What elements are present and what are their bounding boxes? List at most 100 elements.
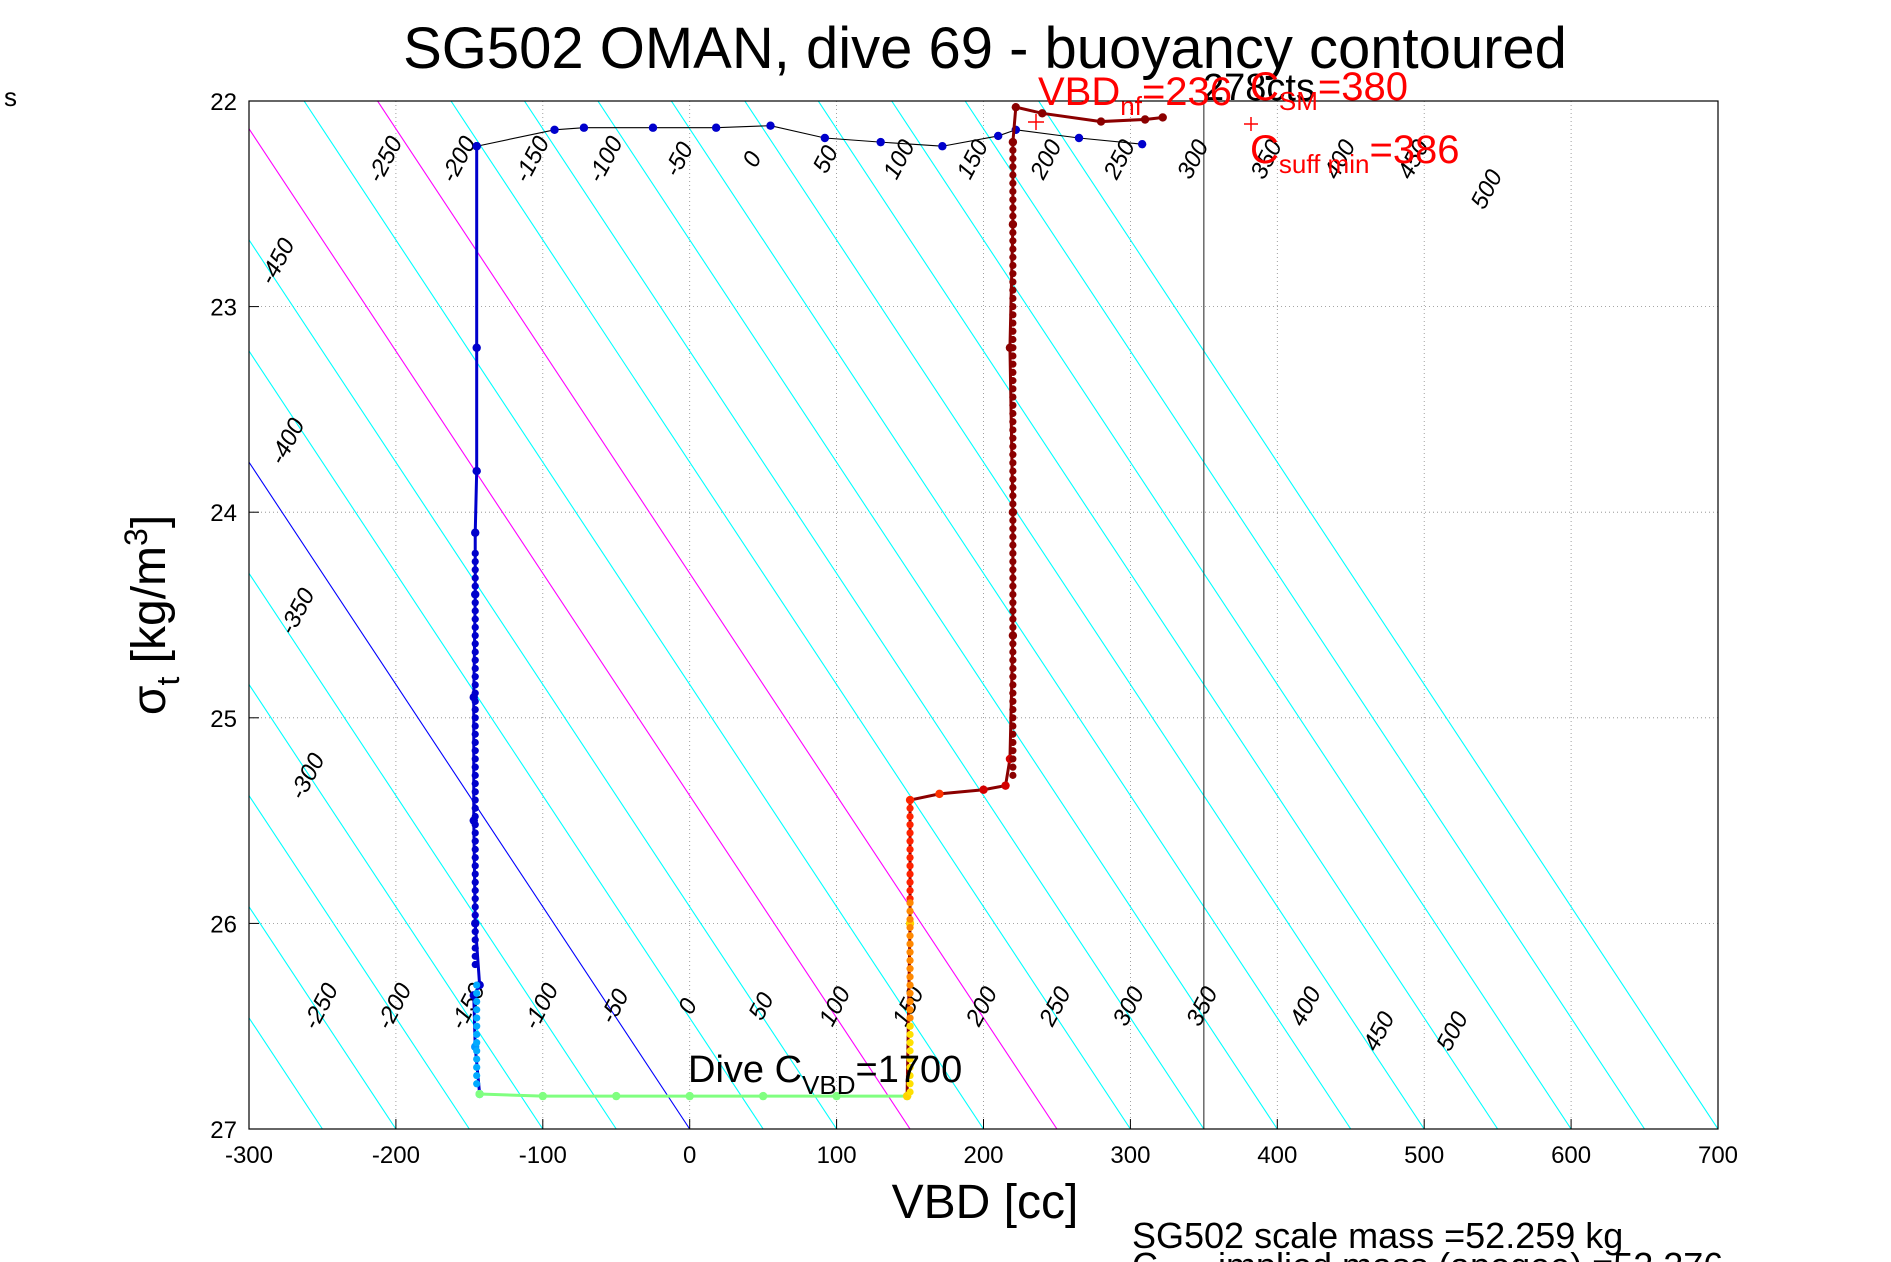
trace-point bbox=[1009, 483, 1017, 492]
trace-point bbox=[1009, 451, 1017, 459]
x-tick-label: -300 bbox=[225, 1142, 273, 1169]
vbd-value: =236 bbox=[1142, 70, 1232, 114]
trace-point bbox=[1009, 607, 1017, 615]
trace-point bbox=[935, 789, 944, 799]
csuff-sub: suff min bbox=[1279, 149, 1370, 179]
corner-label: s bbox=[4, 82, 17, 112]
x-tick-label: 100 bbox=[817, 1142, 857, 1169]
trace-point bbox=[1009, 689, 1017, 697]
trace-point bbox=[1009, 418, 1017, 426]
trace-point bbox=[471, 714, 479, 722]
svg-text:Csuff min=386: Csuff min=386 bbox=[1250, 128, 1460, 179]
contour-label: -200 bbox=[435, 131, 482, 187]
trace-point bbox=[1009, 212, 1017, 220]
trace-point bbox=[1137, 139, 1147, 149]
trace-point bbox=[1009, 171, 1017, 179]
trace-point bbox=[1009, 648, 1017, 656]
trace-point bbox=[906, 829, 914, 837]
trace-point bbox=[473, 1022, 481, 1030]
trace-point bbox=[766, 121, 775, 130]
trace-point bbox=[906, 1071, 914, 1080]
contour-label: 300 bbox=[1172, 135, 1215, 184]
trace-point bbox=[906, 1047, 914, 1055]
contour-label: 500 bbox=[1431, 1007, 1474, 1056]
trace-point bbox=[906, 796, 914, 804]
trace-point bbox=[471, 673, 479, 681]
trace-point bbox=[906, 1088, 914, 1096]
trace-point bbox=[906, 1014, 914, 1022]
trace-point bbox=[471, 590, 479, 599]
trace-point bbox=[1074, 133, 1084, 143]
trace-point bbox=[471, 771, 479, 779]
trace-point bbox=[475, 1089, 484, 1099]
trace-point bbox=[472, 466, 481, 476]
trace-point bbox=[471, 574, 479, 582]
trace-point bbox=[1009, 681, 1017, 689]
trace-point bbox=[471, 845, 479, 853]
dive-traces bbox=[469, 102, 1167, 1101]
trace-point bbox=[473, 1055, 481, 1063]
trace-point bbox=[979, 785, 988, 794]
csm-annotation: CSM=380 bbox=[1250, 65, 1408, 116]
x-tick-label: 0 bbox=[683, 1142, 696, 1169]
contour-line bbox=[744, 101, 1425, 1129]
trace-point bbox=[1009, 253, 1017, 261]
trace-point bbox=[1009, 261, 1017, 270]
trace-point bbox=[471, 779, 479, 788]
trace-point bbox=[906, 989, 914, 997]
trace-point bbox=[1009, 673, 1017, 681]
trace-point bbox=[1009, 401, 1017, 409]
contour-line bbox=[523, 101, 1205, 1129]
y-tick-label: 23 bbox=[210, 295, 237, 322]
trace-point bbox=[550, 125, 559, 134]
trace-point bbox=[471, 895, 479, 903]
vbd-main: VBD bbox=[1038, 70, 1120, 114]
y-label-sigma: σ bbox=[123, 686, 176, 716]
trace-point bbox=[1009, 664, 1017, 673]
trace-point bbox=[906, 899, 914, 907]
trace-point bbox=[1009, 286, 1017, 294]
trace-point bbox=[1009, 327, 1017, 335]
trace-point bbox=[471, 936, 479, 944]
trace-point bbox=[1009, 615, 1017, 623]
trace-point bbox=[471, 812, 479, 821]
x-tick-label: -200 bbox=[372, 1142, 420, 1169]
contour-label: 400 bbox=[1284, 982, 1327, 1031]
contour-label: -150 bbox=[445, 978, 492, 1034]
trace-point bbox=[471, 944, 479, 952]
trace-point bbox=[1009, 500, 1017, 508]
y-axis-label: σt [kg/m3] bbox=[118, 515, 186, 715]
trace-point bbox=[1009, 196, 1017, 204]
y-tick-label: 22 bbox=[210, 89, 237, 116]
dive-sub: VBD bbox=[802, 1070, 855, 1100]
trace-point bbox=[1009, 656, 1017, 664]
trace-point bbox=[1009, 697, 1017, 705]
trace-point bbox=[1009, 163, 1017, 171]
trace-line-climb bbox=[905, 105, 1163, 1097]
trace-point bbox=[471, 631, 479, 640]
trace-point bbox=[906, 878, 914, 886]
trace-point bbox=[1009, 640, 1017, 648]
trace-point bbox=[906, 1055, 914, 1063]
contour-label: 100 bbox=[814, 982, 857, 1031]
trace-point bbox=[471, 886, 479, 895]
trace-point bbox=[538, 1091, 547, 1101]
trace-point bbox=[938, 142, 947, 151]
trace-point bbox=[1009, 319, 1017, 327]
trace-point bbox=[472, 142, 481, 151]
contour-labels: -250 -200 -150 -100 -50 0 50 100 150 200 250 300 350… bbox=[254, 131, 1508, 1055]
y-tick-label: 26 bbox=[210, 911, 237, 938]
trace-point bbox=[906, 923, 914, 932]
grid-lines bbox=[248, 100, 1719, 1130]
trace-point bbox=[471, 796, 479, 804]
trace-point bbox=[906, 981, 914, 989]
trace-point bbox=[471, 730, 479, 738]
trace-point bbox=[1009, 344, 1017, 352]
trace-point bbox=[471, 549, 479, 557]
trace-point bbox=[906, 997, 914, 1006]
trace-point bbox=[906, 973, 914, 981]
contour-line bbox=[249, 127, 911, 1129]
contour-label: 200 bbox=[960, 982, 1003, 1031]
x-tick-label: 700 bbox=[1698, 1142, 1738, 1169]
trace-point bbox=[1009, 377, 1017, 385]
